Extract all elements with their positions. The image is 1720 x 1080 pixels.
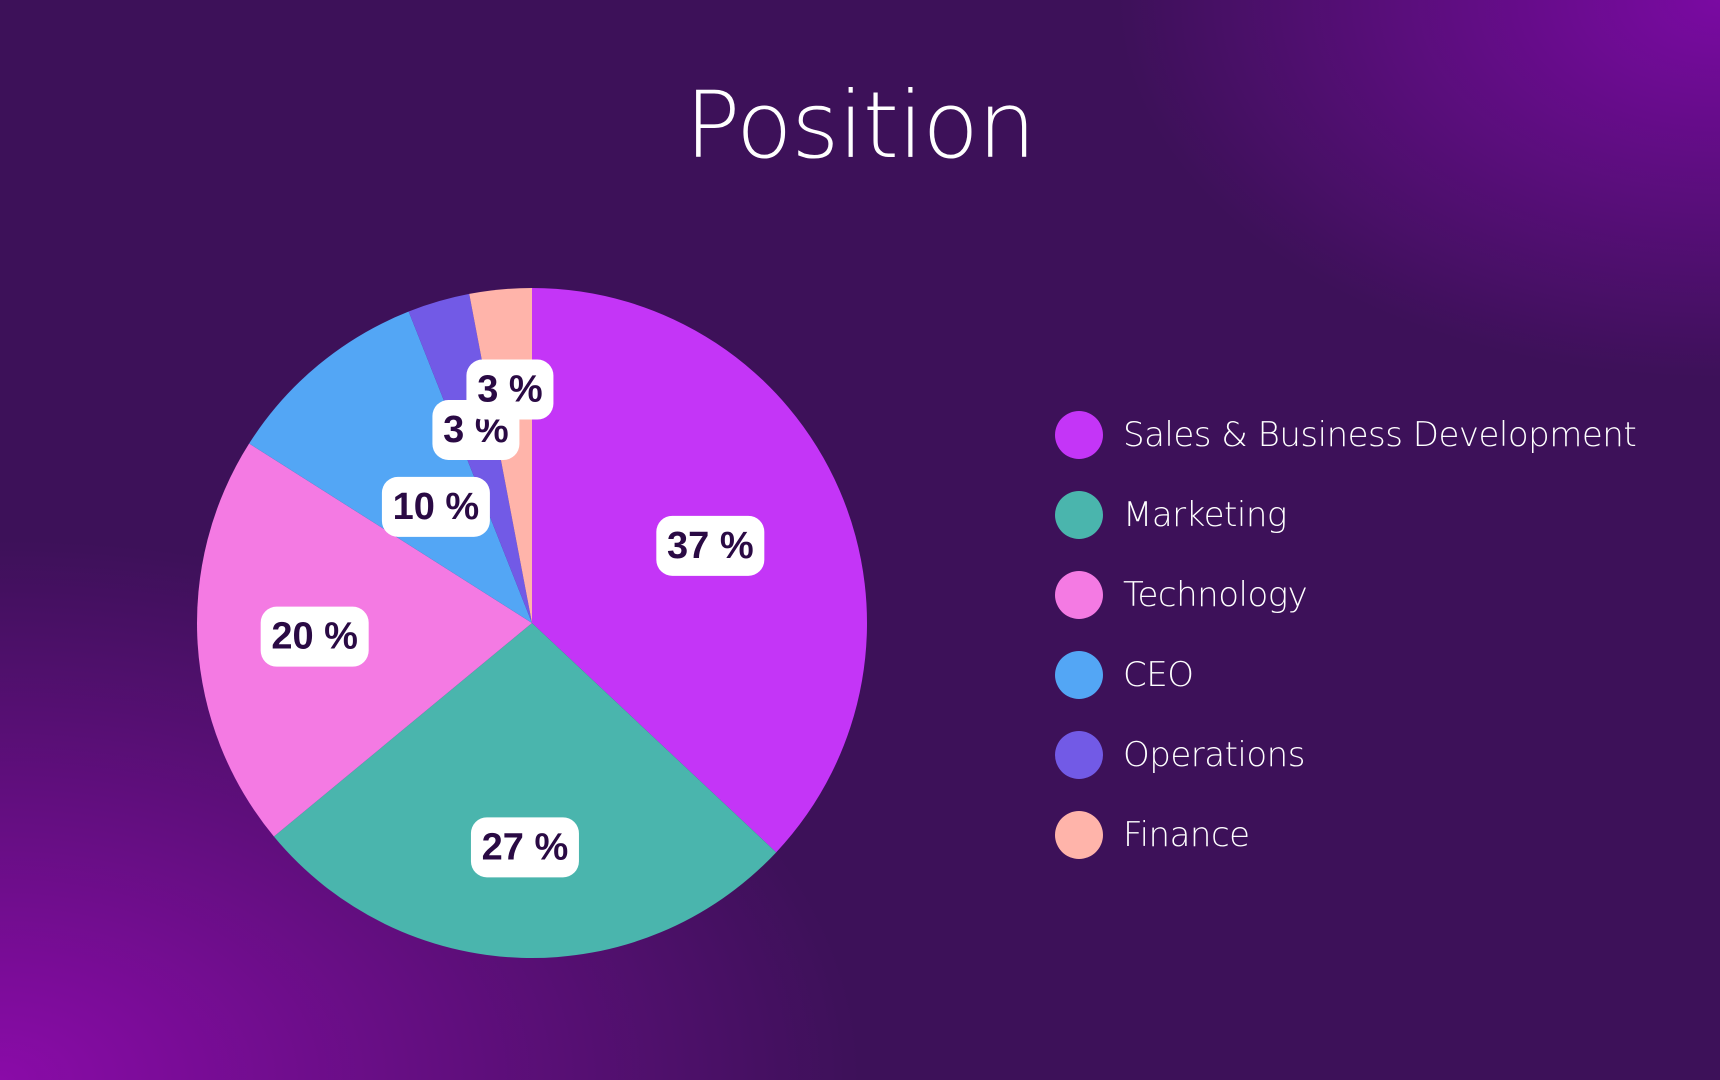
data-label-ceo: 10 % [381, 476, 490, 537]
legend-item-sales-and-business-development: Sales & Business Development [1055, 395, 1637, 475]
chart-legend: Sales & Business Development Marketing Tec… [1055, 395, 1637, 875]
data-label-text: 10 % [393, 486, 480, 528]
legend-swatch [1055, 811, 1103, 859]
data-label-marketing: 27 % [470, 817, 579, 878]
data-label-text: 3 % [477, 369, 542, 411]
data-label-box [260, 606, 369, 667]
legend-item-operations: Operations [1055, 715, 1636, 795]
legend-item-marketing: Marketing [1055, 475, 1636, 555]
legend-item-technology: Technology [1055, 555, 1636, 635]
legend-swatch [1055, 411, 1103, 459]
legend-swatch [1055, 731, 1103, 779]
legend-item-finance: Finance [1055, 795, 1636, 875]
legend-item-ceo: CEO [1055, 635, 1636, 715]
data-label-text: 37 % [667, 525, 754, 567]
data-label-sales-and-business-development: 37 % [656, 515, 765, 576]
data-label-box [656, 515, 765, 576]
legend-swatch [1055, 571, 1103, 619]
data-label-text: 20 % [271, 616, 358, 658]
pie-slice-marketing [273, 623, 777, 959]
data-label-box [470, 817, 579, 878]
pie-slice-ceo [249, 311, 532, 623]
legend-label: Operations [1123, 735, 1305, 775]
data-label-box [466, 359, 554, 420]
legend-label: Technology [1123, 575, 1308, 615]
legend-label: Sales & Business Development [1123, 415, 1637, 455]
legend-label: Finance [1123, 815, 1250, 855]
legend-swatch [1055, 491, 1103, 539]
data-label-technology: 20 % [260, 606, 369, 667]
legend-label: Marketing [1123, 495, 1287, 535]
data-label-text: 27 % [482, 826, 569, 868]
chart-title: Position [684, 72, 1036, 179]
legend-swatch [1055, 651, 1103, 699]
legend-label: CEO [1123, 655, 1194, 695]
data-label-box [381, 476, 490, 537]
data-label-finance: 3 % [466, 359, 554, 420]
